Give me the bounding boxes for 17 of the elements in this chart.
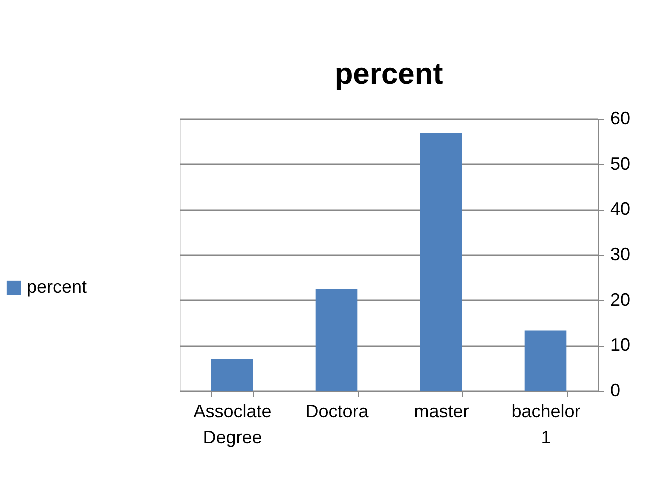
bar: [524, 330, 567, 391]
y-tick-label: 20: [610, 290, 631, 310]
x-tick-label: bachelor 1: [512, 402, 581, 448]
bar: [420, 134, 462, 391]
y-tick-label: 40: [610, 199, 631, 220]
y-tick-label: 60: [610, 108, 631, 128]
y-tick-label: 50: [610, 154, 631, 174]
bar: [316, 289, 358, 391]
legend-label: percent: [27, 277, 88, 297]
y-tick-label: 0: [610, 380, 621, 400]
y-tick-label: 10: [610, 335, 631, 356]
chart-title: percent: [334, 58, 444, 91]
x-tick-label: Doctora: [306, 402, 370, 422]
x-tick-label: master: [414, 402, 470, 422]
x-tick-label: Assoclate Degree: [194, 402, 272, 448]
y-tick-label: 30: [610, 244, 631, 264]
bar: [211, 359, 254, 391]
